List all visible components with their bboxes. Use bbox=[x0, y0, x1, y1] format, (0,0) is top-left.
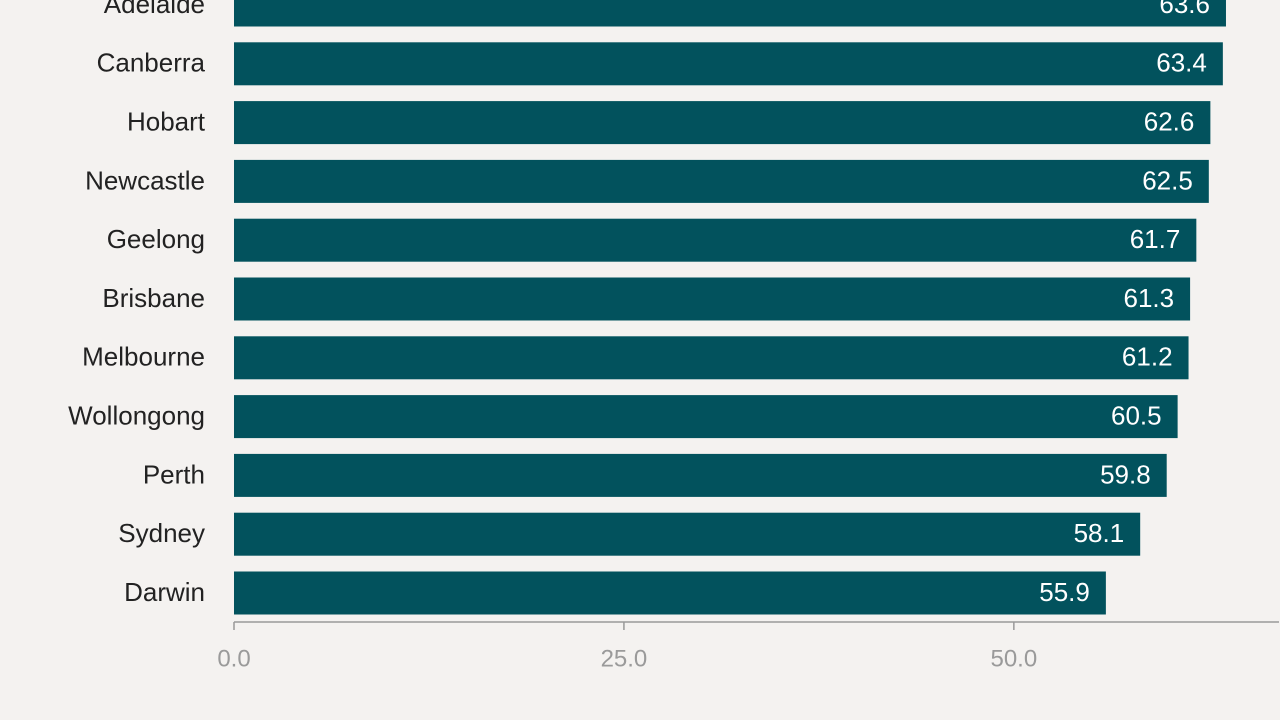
category-label: Newcastle bbox=[85, 165, 205, 195]
x-tick-label: 0.0 bbox=[217, 645, 250, 672]
value-label: 60.5 bbox=[1111, 400, 1162, 430]
category-label: Adelaide bbox=[104, 0, 205, 19]
category-label: Melbourne bbox=[82, 342, 205, 372]
category-label: Wollongong bbox=[68, 400, 205, 430]
value-label: 61.2 bbox=[1122, 342, 1173, 372]
bar bbox=[234, 395, 1178, 439]
value-label: 63.4 bbox=[1156, 48, 1207, 78]
value-label: 61.3 bbox=[1123, 283, 1174, 313]
x-tick-label: 50.0 bbox=[990, 645, 1037, 672]
value-label: 61.7 bbox=[1130, 224, 1181, 254]
bar bbox=[234, 42, 1223, 86]
value-label: 55.9 bbox=[1039, 577, 1090, 607]
value-label: 62.5 bbox=[1142, 165, 1193, 195]
category-label: Sydney bbox=[118, 518, 205, 548]
bar bbox=[234, 512, 1141, 556]
bar bbox=[234, 101, 1211, 145]
value-label: 58.1 bbox=[1074, 518, 1125, 548]
bar bbox=[234, 218, 1197, 262]
bar bbox=[234, 336, 1189, 380]
category-label: Canberra bbox=[97, 48, 206, 78]
value-label: 62.6 bbox=[1144, 106, 1195, 136]
bar bbox=[234, 571, 1106, 615]
bar bbox=[234, 453, 1167, 497]
category-label: Brisbane bbox=[102, 283, 205, 313]
category-label: Hobart bbox=[127, 106, 206, 136]
category-label: Perth bbox=[143, 459, 205, 489]
value-label: 63.6 bbox=[1159, 0, 1210, 19]
x-tick-label: 25.0 bbox=[601, 645, 648, 672]
category-label: Geelong bbox=[107, 224, 205, 254]
bar bbox=[234, 0, 1226, 27]
category-label: Darwin bbox=[124, 577, 205, 607]
bar bbox=[234, 159, 1209, 203]
value-label: 59.8 bbox=[1100, 459, 1151, 489]
bar bbox=[234, 277, 1191, 321]
